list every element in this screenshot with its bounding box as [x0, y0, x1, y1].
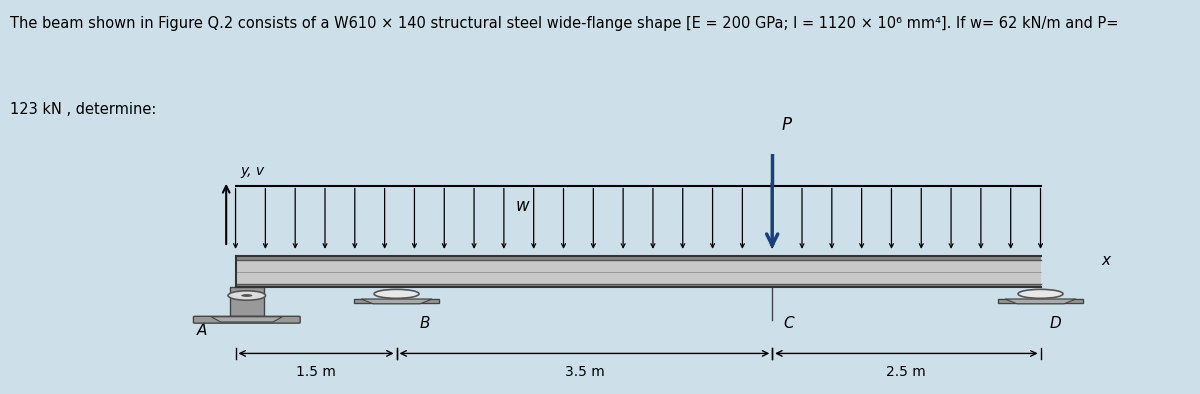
Bar — [354, 299, 439, 303]
Text: y, v: y, v — [240, 164, 264, 178]
Text: 123 kN , determine:: 123 kN , determine: — [10, 102, 156, 117]
Text: The beam shown in Figure Q.2 consists of a W610 × 140 structural steel wide-flan: The beam shown in Figure Q.2 consists of… — [10, 16, 1118, 31]
FancyBboxPatch shape — [193, 316, 300, 323]
Circle shape — [228, 291, 265, 300]
Bar — [235, 284, 1040, 287]
Bar — [235, 256, 1040, 260]
Text: 2.5 m: 2.5 m — [887, 365, 926, 379]
Ellipse shape — [374, 289, 419, 298]
Polygon shape — [211, 317, 282, 322]
Circle shape — [241, 294, 252, 297]
Ellipse shape — [1018, 289, 1063, 298]
Text: P: P — [781, 115, 792, 134]
Bar — [235, 256, 1040, 287]
Text: C: C — [784, 316, 794, 331]
Bar — [230, 287, 264, 316]
Text: D: D — [1050, 316, 1062, 331]
Text: 3.5 m: 3.5 m — [564, 365, 605, 379]
Text: 1.5 m: 1.5 m — [296, 365, 336, 379]
Polygon shape — [1004, 299, 1076, 304]
Bar — [998, 299, 1082, 303]
Text: x: x — [1102, 253, 1110, 268]
Text: B: B — [420, 316, 431, 331]
Polygon shape — [361, 299, 432, 304]
Text: w: w — [516, 197, 529, 216]
Text: A: A — [197, 323, 208, 338]
